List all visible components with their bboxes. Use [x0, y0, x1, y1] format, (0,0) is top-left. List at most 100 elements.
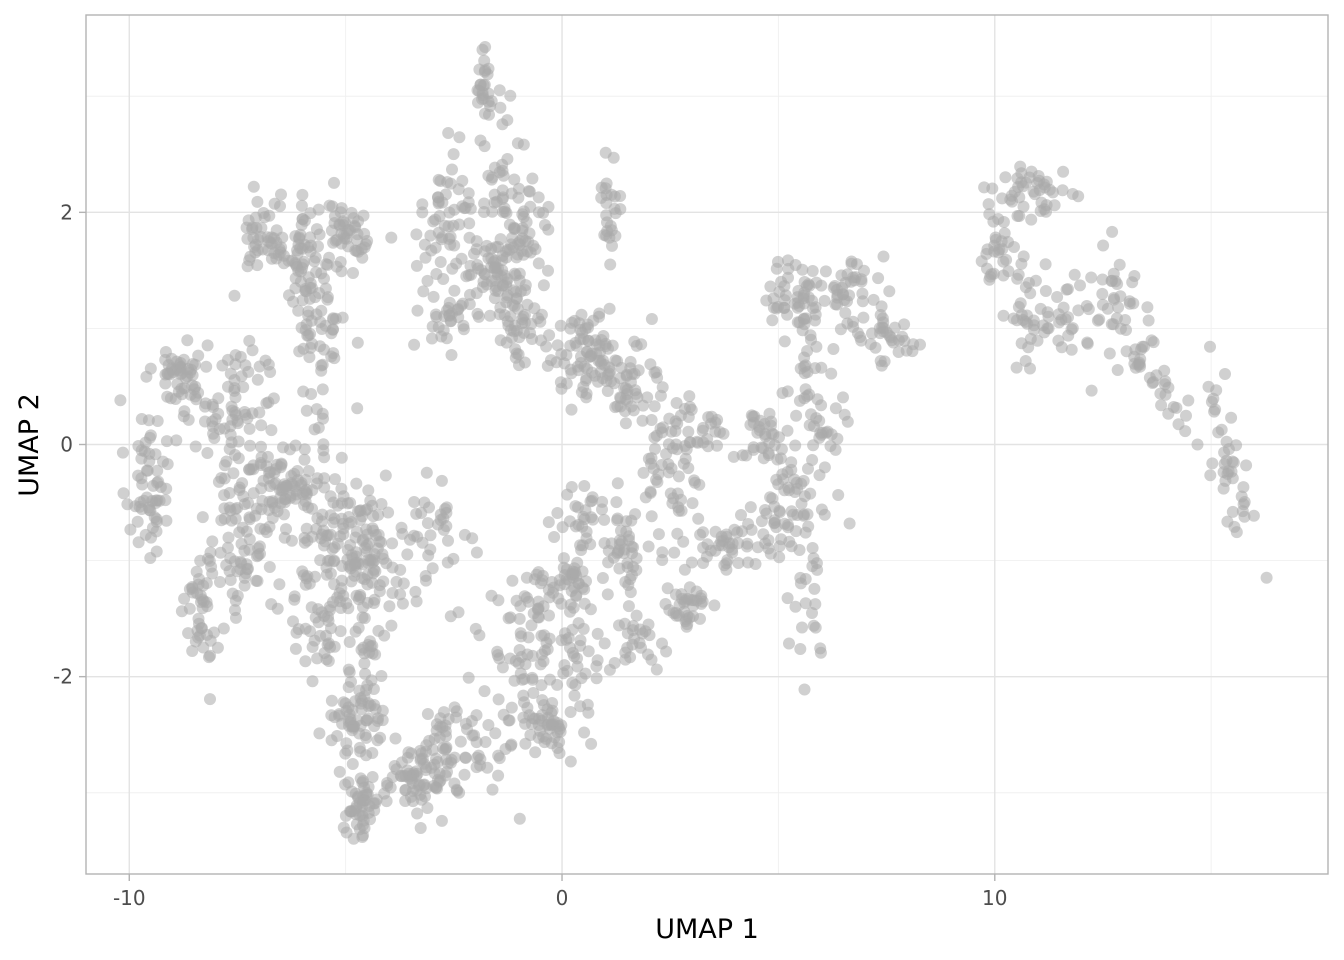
- scatter-point: [222, 531, 235, 544]
- scatter-point: [596, 503, 608, 516]
- scatter-point: [1106, 225, 1119, 238]
- scatter-point: [656, 637, 668, 650]
- scatter-point: [447, 148, 460, 161]
- scatter-point: [227, 467, 240, 480]
- scatter-point: [1167, 401, 1180, 413]
- scatter-point: [1025, 165, 1038, 178]
- scatter-point: [829, 402, 842, 415]
- scatter-point: [683, 611, 696, 624]
- scatter-point: [1068, 268, 1081, 281]
- scatter-point: [811, 563, 824, 576]
- scatter-point: [291, 244, 304, 257]
- scatter-point: [1005, 189, 1018, 202]
- scatter-point: [290, 484, 303, 497]
- scatter-point: [672, 504, 685, 517]
- scatter-point: [359, 504, 372, 517]
- scatter-point: [1237, 498, 1250, 511]
- scatter-point: [151, 464, 164, 477]
- scatter-point: [328, 640, 341, 653]
- scatter-point: [161, 458, 174, 471]
- scatter-point: [645, 313, 658, 325]
- scatter-point: [428, 758, 441, 771]
- scatter-point: [1204, 340, 1216, 353]
- scatter-point: [854, 331, 867, 343]
- scatter-point: [662, 438, 675, 451]
- scatter-point: [892, 346, 905, 358]
- scatter-point: [426, 332, 438, 345]
- scatter-point: [1027, 314, 1040, 327]
- scatter-point: [1219, 368, 1231, 380]
- scatter-point: [652, 528, 665, 541]
- scatter-point: [581, 345, 594, 358]
- scatter-point: [512, 191, 525, 204]
- scatter-point: [416, 198, 429, 211]
- scatter-point: [639, 491, 652, 504]
- scatter-point: [543, 591, 556, 604]
- scatter-point: [599, 337, 612, 350]
- scatter-point: [619, 575, 632, 588]
- scatter-point: [829, 443, 842, 456]
- scatter-point: [585, 511, 598, 524]
- scatter-point: [360, 714, 373, 727]
- scatter-point: [787, 508, 799, 521]
- scatter-point: [593, 310, 605, 323]
- scatter-point: [255, 221, 268, 234]
- scatter-point: [350, 525, 363, 538]
- scatter-point: [782, 481, 795, 494]
- scatter-point: [781, 592, 794, 605]
- scatter-point: [480, 239, 493, 252]
- scatter-point: [543, 329, 556, 342]
- scatter-point: [362, 484, 375, 497]
- scatter-point: [617, 547, 630, 560]
- scatter-point: [150, 545, 163, 558]
- scatter-point: [759, 504, 771, 516]
- scatter-point: [628, 632, 641, 645]
- scatter-point: [386, 561, 399, 574]
- scatter-point: [815, 503, 828, 516]
- scatter-point: [278, 508, 290, 521]
- scatter-point: [262, 358, 275, 371]
- scatter-point: [527, 687, 540, 699]
- scatter-point: [603, 302, 616, 315]
- scatter-point: [299, 655, 312, 668]
- scatter-point: [312, 421, 325, 434]
- scatter-point: [1204, 469, 1217, 482]
- scatter-point: [545, 576, 558, 588]
- scatter-point: [1179, 425, 1192, 438]
- scatter-point: [764, 280, 777, 293]
- scatter-point: [1141, 301, 1154, 314]
- scatter-point: [300, 483, 313, 496]
- scatter-point: [200, 360, 213, 373]
- scatter-point: [243, 334, 256, 347]
- scatter-point: [819, 265, 832, 278]
- scatter-point: [618, 617, 631, 630]
- scatter-point: [512, 182, 525, 195]
- scatter-point: [470, 709, 483, 722]
- scatter-point: [749, 558, 762, 570]
- scatter-point: [611, 512, 624, 525]
- scatter-point: [381, 779, 394, 792]
- scatter-point: [557, 561, 570, 574]
- scatter-point: [582, 645, 595, 658]
- scatter-point: [510, 292, 523, 305]
- scatter-point: [685, 594, 698, 607]
- scatter-point: [1052, 334, 1065, 347]
- scatter-point: [424, 529, 437, 542]
- scatter-point: [508, 319, 521, 332]
- scatter-point: [450, 711, 463, 724]
- scatter-point: [345, 785, 358, 798]
- scatter-point: [478, 140, 491, 153]
- scatter-point: [983, 208, 996, 221]
- scatter-point: [388, 760, 401, 772]
- scatter-point: [410, 228, 423, 241]
- scatter-point: [250, 574, 263, 587]
- scatter-point: [474, 759, 487, 772]
- scatter-point: [832, 489, 845, 501]
- scatter-point: [137, 494, 150, 507]
- scatter-point: [601, 588, 614, 601]
- scatter-point: [1217, 482, 1230, 495]
- scatter-point: [672, 470, 685, 483]
- scatter-point: [296, 188, 309, 201]
- x-axis-title: UMAP 1: [655, 914, 759, 945]
